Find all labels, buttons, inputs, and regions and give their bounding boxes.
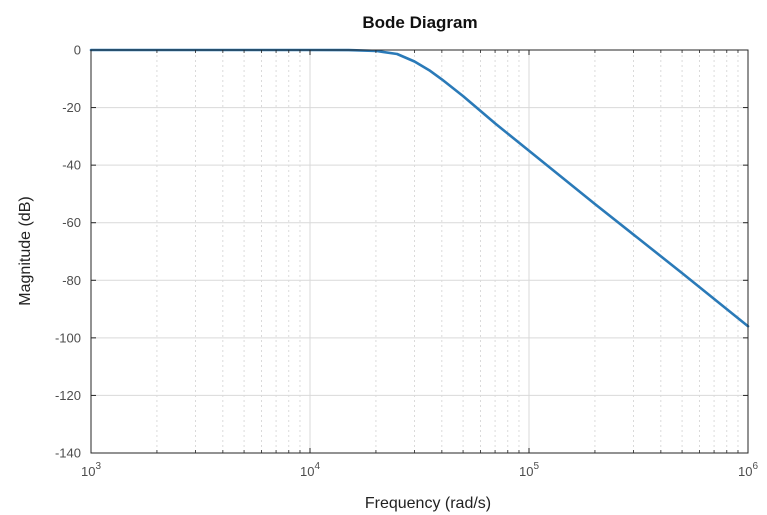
y-axis-label: Magnitude (dB) bbox=[17, 196, 34, 305]
y-axis-ticks: 0 -20 -40 -60 -80 -100 -120 -140 bbox=[55, 43, 81, 461]
y-tick-label: -120 bbox=[55, 388, 81, 403]
plot-background bbox=[91, 50, 748, 453]
x-tick-label: 105 bbox=[519, 461, 539, 479]
y-tick-label: -40 bbox=[62, 158, 81, 173]
y-tick-label: -80 bbox=[62, 273, 81, 288]
y-tick-label: 0 bbox=[74, 43, 81, 58]
axes-frame bbox=[90, 49, 749, 454]
x-axis-label: Frequency (rad/s) bbox=[365, 495, 491, 512]
y-tick-label: -20 bbox=[62, 100, 81, 115]
plot-area bbox=[91, 50, 748, 453]
y-tick-label: -140 bbox=[55, 446, 81, 461]
axes-border bbox=[90, 49, 749, 454]
x-tick-label: 106 bbox=[738, 461, 758, 479]
y-tick-label: -100 bbox=[55, 330, 81, 345]
x-tick-label: 104 bbox=[300, 461, 320, 479]
chart-title: Bode Diagram bbox=[362, 13, 477, 32]
x-axis-ticks: 103 104 105 106 bbox=[81, 461, 758, 479]
y-tick-label: -60 bbox=[62, 215, 81, 230]
x-tick-label: 103 bbox=[81, 461, 101, 479]
